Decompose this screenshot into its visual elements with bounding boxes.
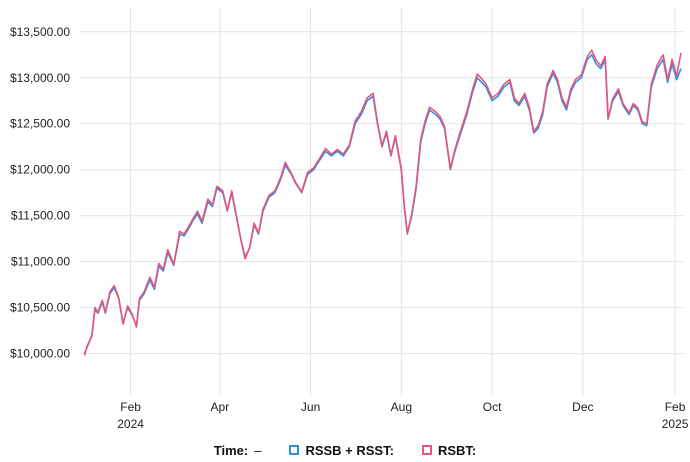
y-tick-label: $12,000.00 — [10, 163, 70, 177]
legend-time-value: – — [254, 442, 262, 458]
x-tick-label: Dec — [572, 400, 593, 414]
y-tick-label: $11,000.00 — [11, 255, 70, 269]
x-axis-ticks: Feb 2024 Apr Jun Aug Oct Dec Feb 2025 — [117, 400, 689, 431]
y-tick-label: $10,500.00 — [10, 301, 70, 315]
legend-time: Time: – — [214, 443, 262, 458]
x-tick-year-label: 2025 — [662, 417, 689, 431]
series-line-rsbt[interactable] — [83, 49, 682, 356]
legend-series-label-rsbt: RSBT: — [437, 442, 477, 458]
series-lines — [83, 49, 682, 356]
y-tick-label: $10,000.00 — [10, 347, 70, 361]
series-line-rssb-rsst[interactable] — [83, 54, 682, 354]
y-tick-label: $11,500.00 — [11, 209, 70, 223]
legend-swatch-rsbt — [421, 445, 432, 455]
legend-series-rssb-rsst[interactable]: RSSB + RSST: — [289, 443, 394, 458]
x-tick-label: Apr — [210, 400, 229, 414]
grid-lines — [80, 8, 684, 395]
x-tick-label: Feb — [665, 400, 686, 414]
x-tick-label: Feb — [120, 400, 141, 414]
x-tick-label: Jun — [301, 400, 320, 414]
legend: Time: – RSSB + RSST: RSBT: — [0, 438, 690, 462]
legend-series-label-rssb-rsst: RSSB + RSST: — [305, 442, 394, 458]
x-tick-label: Oct — [483, 400, 502, 414]
line-chart: $10,000.00 $10,500.00 $11,000.00 $11,500.00… — [10, 8, 689, 431]
legend-swatch-rssb-rsst — [289, 445, 300, 455]
x-tick-label: Aug — [391, 400, 412, 414]
legend-series-rsbt[interactable]: RSBT: — [421, 442, 477, 458]
legend-time-label: Time: — [213, 442, 249, 458]
y-tick-label: $13,500.00 — [10, 25, 70, 39]
x-tick-year-label: 2024 — [117, 417, 144, 431]
y-axis-ticks: $10,000.00 $10,500.00 $11,000.00 $11,500.00… — [10, 25, 70, 361]
y-tick-label: $12,500.00 — [10, 117, 70, 131]
y-tick-label: $13,000.00 — [10, 71, 70, 85]
